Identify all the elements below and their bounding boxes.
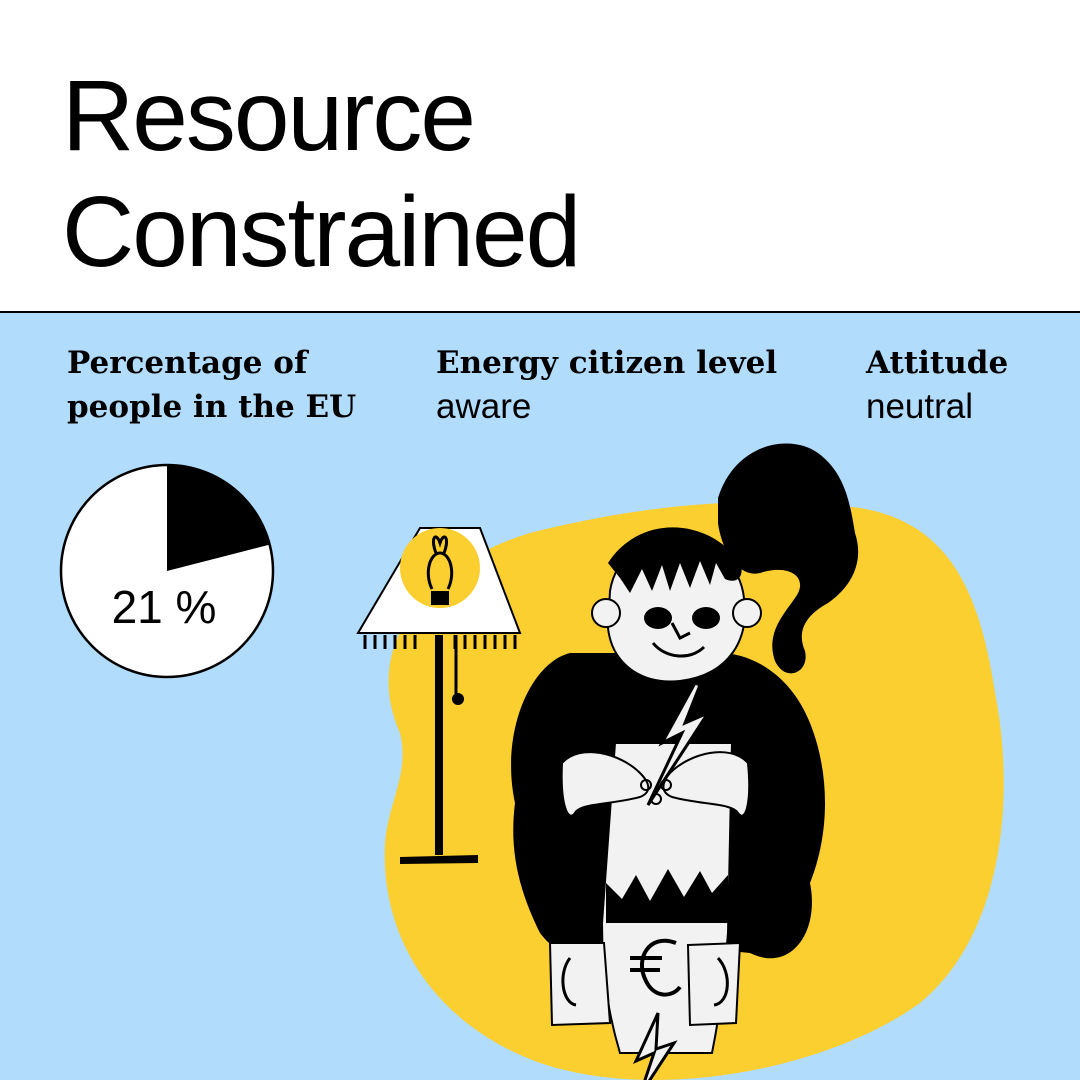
population-share-label: Percentage of people in the EU bbox=[67, 345, 357, 425]
figure-feet bbox=[548, 941, 742, 1027]
energy-level-value: aware bbox=[436, 387, 532, 426]
resource-constrained-illustration bbox=[356, 443, 1004, 1080]
ponytail bbox=[718, 443, 859, 674]
energy-level-stat: Energy citizen level aware bbox=[436, 341, 777, 429]
lamp-icon bbox=[356, 527, 522, 864]
population-pie-chart bbox=[59, 463, 275, 679]
pie-slice-share bbox=[167, 465, 270, 571]
info-panel: Percentage of people in the EU Energy ci… bbox=[0, 313, 1080, 1080]
lightning-bolt-icon bbox=[632, 1012, 678, 1080]
euro-sign-icon bbox=[630, 938, 682, 997]
title-line-2: Constrained bbox=[62, 176, 581, 288]
header: Resource Constrained bbox=[0, 0, 1080, 313]
attitude-value: neutral bbox=[866, 387, 974, 426]
population-share-stat: Percentage of people in the EU bbox=[67, 341, 387, 429]
pie-percentage-label: 21 % bbox=[111, 581, 217, 633]
lightbulb-icon bbox=[426, 535, 454, 605]
attitude-label: Attitude bbox=[866, 345, 1009, 381]
title-line-1: Resource bbox=[62, 60, 476, 172]
page-title: Resource Constrained bbox=[62, 58, 581, 290]
energy-level-label: Energy citizen level bbox=[436, 345, 778, 381]
figure-head bbox=[591, 527, 762, 683]
attitude-stat: Attitude neutral bbox=[866, 341, 1008, 429]
figure-arms bbox=[560, 681, 751, 817]
